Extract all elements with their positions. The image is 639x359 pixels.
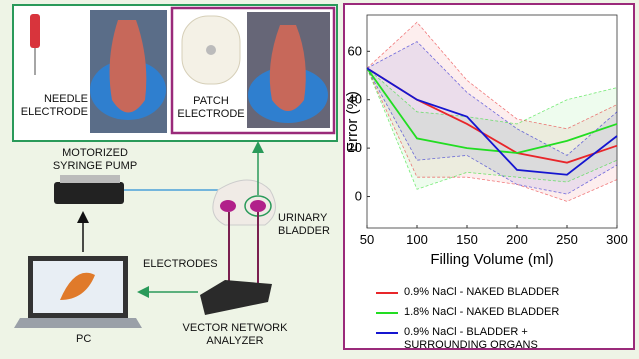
legend-label: 0.9% NaCl - BLADDER + SURROUNDING ORGANS [404,326,604,352]
legend-entry: 0.9% NaCl - NAKED BLADDER [376,286,626,299]
legend-label: 1.8% NaCl - NAKED BLADDER [404,306,604,319]
legend-entry: 1.8% NaCl - NAKED BLADDER [376,306,626,319]
legend-label: 0.9% NaCl - NAKED BLADDER [404,286,604,299]
y-tick-label: 0 [355,189,362,204]
label: NEEDLE ELECTRODE [20,93,88,119]
legend-swatch [376,332,398,334]
label: VECTOR NETWORK ANALYZER [180,322,290,348]
figure: NEEDLE ELECTRODE PATCH ELECTRODE MOTORIZ… [0,0,639,353]
x-tick-label: 250 [556,232,578,247]
x-tick-label: 50 [360,232,374,247]
y-tick-label: 60 [348,43,362,58]
label: PC [76,333,91,346]
legend-entry: 0.9% NaCl - BLADDER + SURROUNDING ORGANS [376,326,626,352]
x-tick-label: 300 [606,232,628,247]
legend: 0.9% NaCl - NAKED BLADDER 1.8% NaCl - NAK… [376,286,626,359]
legend-swatch [376,312,398,314]
x-axis-label: Filling Volume (ml) [430,251,553,268]
label: MOTORIZED SYRINGE PUMP [45,147,145,173]
label: ELECTRODES [143,258,218,271]
pump-icon [54,182,124,204]
x-tick-label: 100 [406,232,428,247]
needle-icon [30,14,40,48]
syringe [60,175,120,183]
label: PATCH ELECTRODE [176,95,246,121]
y-axis-label: Error (%) [344,91,361,152]
label: URINARY BLADDER [278,212,333,238]
vna-icon [200,280,272,315]
patch-snap [206,45,216,55]
x-tick-label: 150 [456,232,478,247]
laptop-base [14,318,142,328]
x-tick-label: 200 [506,232,528,247]
legend-swatch [376,292,398,294]
electrode [250,200,266,212]
electrode [220,200,236,212]
